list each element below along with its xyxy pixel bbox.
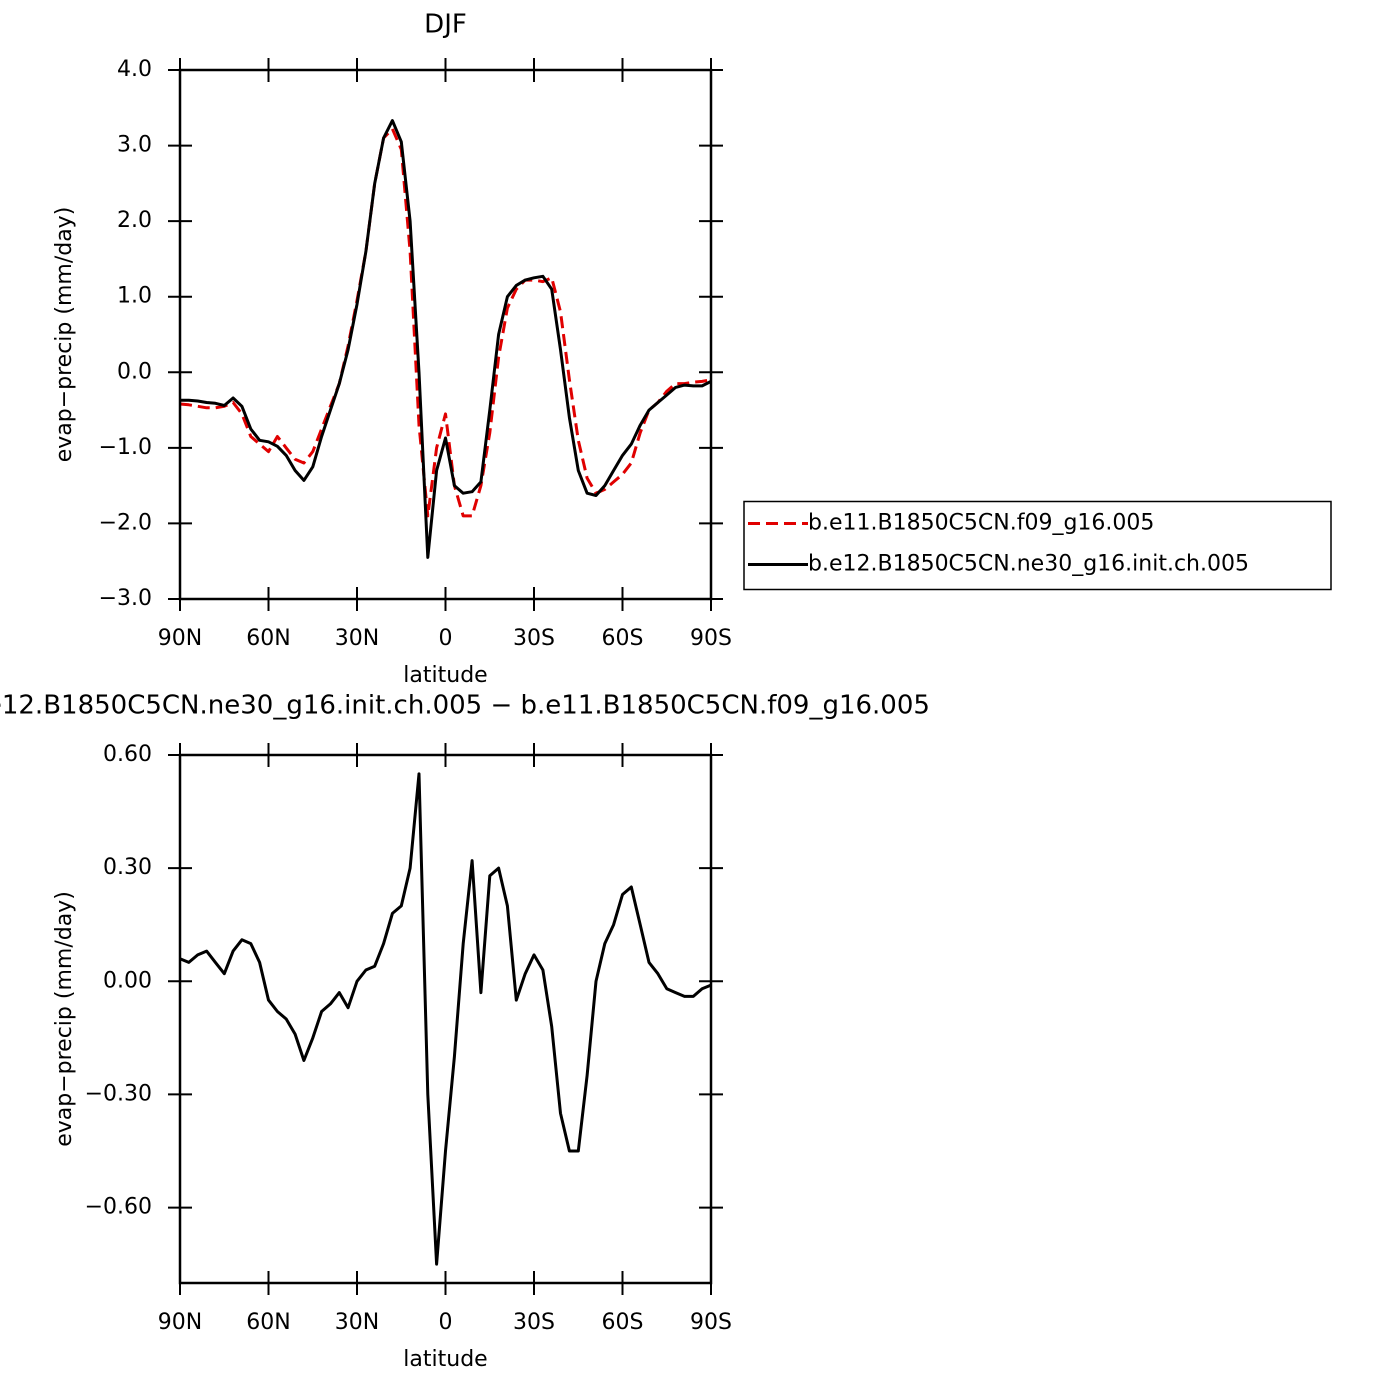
y-tick-label: 0.00 bbox=[103, 968, 152, 993]
y-tick-label: −2.0 bbox=[99, 510, 152, 535]
x-tick-label: 30N bbox=[335, 626, 379, 651]
x-tick-label: 0 bbox=[439, 626, 453, 651]
y-tick-label: −3.0 bbox=[99, 586, 152, 611]
y-tick-label: −1.0 bbox=[99, 435, 152, 460]
y-tick-label: 0.30 bbox=[103, 855, 152, 880]
x-tick-label: 0 bbox=[439, 1310, 453, 1335]
plot-frame bbox=[178, 753, 713, 1285]
y-axis-label: evap−precip (mm/day) bbox=[52, 207, 77, 463]
x-tick-label: 90S bbox=[690, 1310, 732, 1335]
data-line bbox=[179, 127, 712, 518]
x-tick-label: 90S bbox=[690, 626, 732, 651]
x-tick-label: 60N bbox=[246, 1310, 290, 1335]
y-tick-label: 0.60 bbox=[103, 742, 152, 767]
y-tick-label: 2.0 bbox=[117, 208, 152, 233]
legend-label: b.e12.B1850C5CN.ne30_g16.init.ch.005 bbox=[808, 552, 1249, 577]
legend-box bbox=[743, 500, 1332, 591]
x-tick-label: 60S bbox=[602, 1310, 644, 1335]
x-tick-label: 60S bbox=[602, 626, 644, 651]
x-tick-label: 90N bbox=[158, 1310, 202, 1335]
x-axis-label: latitude bbox=[403, 1347, 487, 1372]
chart-title: b.e12.B1850C5CN.ne30_g16.init.ch.005 − b… bbox=[0, 691, 930, 721]
data-line bbox=[180, 119, 712, 559]
x-tick-label: 30N bbox=[335, 1310, 379, 1335]
y-tick-label: −0.60 bbox=[85, 1195, 152, 1220]
x-tick-label: 30S bbox=[513, 626, 555, 651]
plot-frame bbox=[178, 68, 713, 601]
y-tick-label: 0.0 bbox=[117, 359, 152, 384]
y-tick-label: 1.0 bbox=[117, 284, 152, 309]
x-axis-label: latitude bbox=[403, 663, 487, 688]
y-tick-label: 3.0 bbox=[117, 133, 152, 158]
x-tick-label: 60N bbox=[246, 626, 290, 651]
data-line bbox=[179, 772, 712, 1266]
chart-title: DJF bbox=[424, 10, 467, 40]
x-tick-label: 30S bbox=[513, 1310, 555, 1335]
y-tick-label: −0.30 bbox=[85, 1081, 152, 1106]
x-tick-label: 90N bbox=[158, 626, 202, 651]
legend-label: b.e11.B1850C5CN.f09_g16.005 bbox=[808, 511, 1154, 536]
y-tick-label: 4.0 bbox=[117, 57, 152, 82]
y-axis-label: evap−precip (mm/day) bbox=[52, 891, 77, 1147]
